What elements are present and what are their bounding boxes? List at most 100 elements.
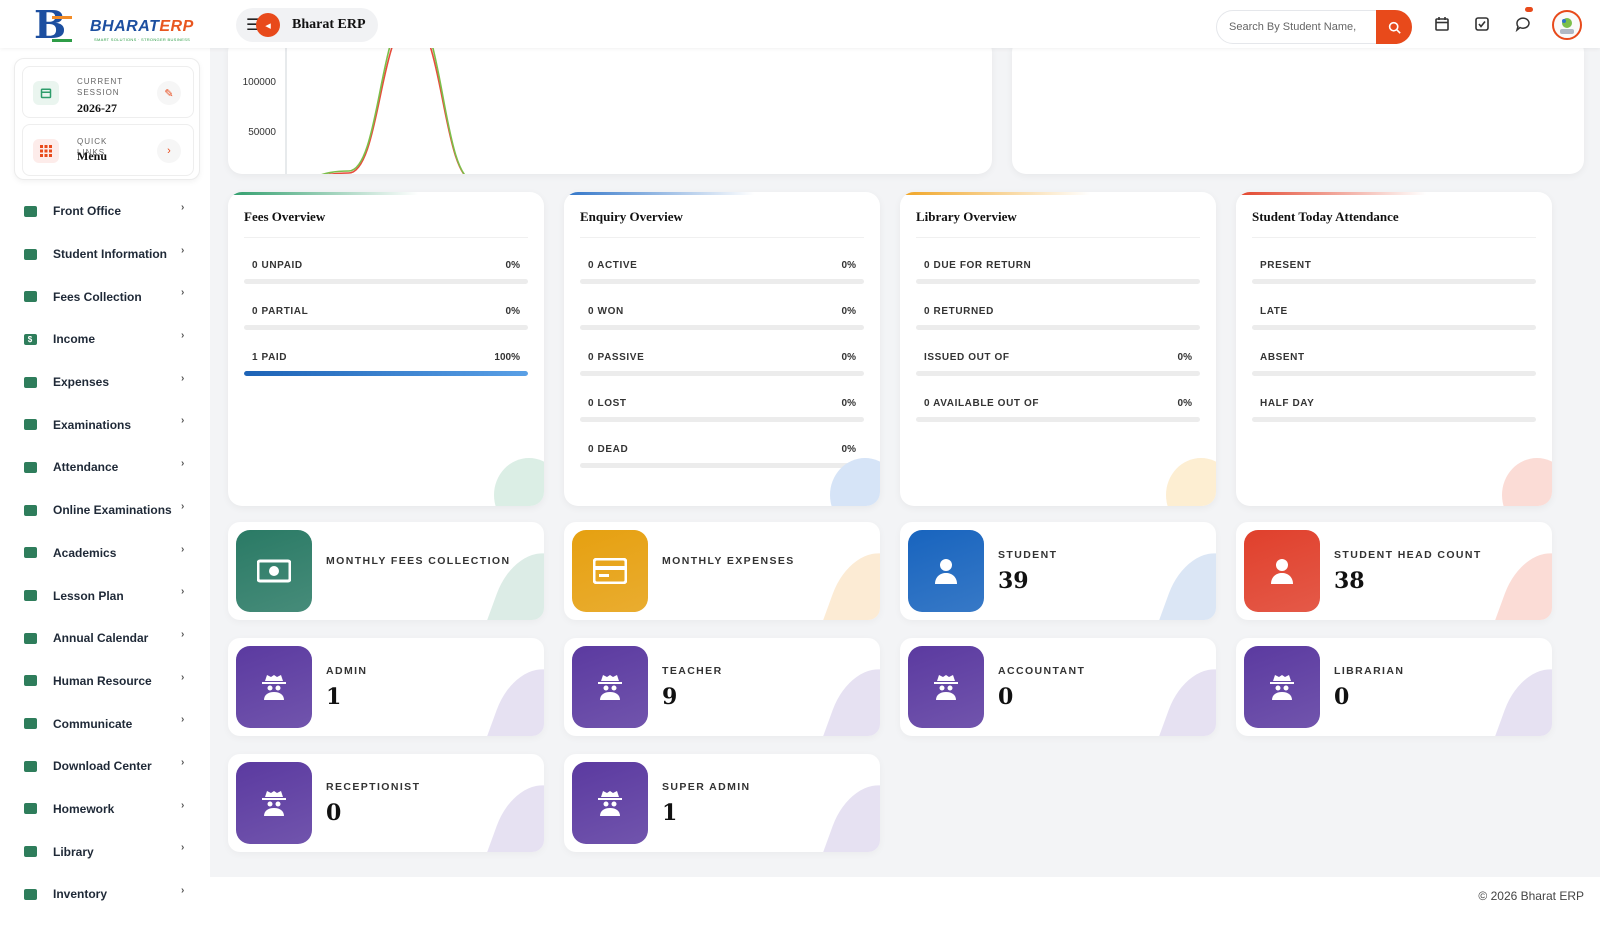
stat-card-receptionist[interactable]: RECEPTIONIST 0 (228, 754, 544, 852)
sidebar-item-expenses[interactable]: Expenses › (0, 361, 210, 404)
fees-line-chart: 050000100000150000AprilMayJuneJulyAugust… (243, 38, 466, 174)
stat-card-monthly-fees-collection[interactable]: MONTHLY FEES COLLECTION (228, 522, 544, 620)
sidebar-item-label: Library (53, 844, 94, 859)
avatar[interactable] (1552, 10, 1582, 40)
overview-row-label: 0 PARTIAL (252, 306, 309, 317)
edit-session-button[interactable]: ✎ (157, 81, 181, 105)
stat-card-admin[interactable]: ADMIN 1 (228, 638, 544, 736)
stat-card-accountant[interactable]: ACCOUNTANT 0 (900, 638, 1216, 736)
sidebar-item-annual-calendar[interactable]: Annual Calendar › (0, 617, 210, 660)
quick-links-value: Menu (77, 149, 107, 163)
sidebar-item-academics[interactable]: Academics › (0, 532, 210, 575)
search-button[interactable] (1376, 10, 1412, 44)
stat-card-librarian[interactable]: LIBRARIAN 0 (1236, 638, 1552, 736)
graduation-cap-icon (22, 545, 38, 561)
sidebar-item-examinations[interactable]: Examinations › (0, 403, 210, 446)
sidebar-item-homework[interactable]: Homework › (0, 788, 210, 831)
overview-row: 0 AVAILABLE OUT OF 0% (916, 398, 1200, 428)
dollar-icon: $ (22, 331, 38, 347)
sidebar-item-communicate[interactable]: Communicate › (0, 702, 210, 745)
search-input[interactable] (1217, 11, 1377, 43)
stat-label: LIBRARIAN (1334, 665, 1405, 677)
sidebar-item-lesson-plan[interactable]: Lesson Plan › (0, 574, 210, 617)
y-tick-label: 100000 (243, 77, 277, 88)
flask-icon (22, 801, 38, 817)
search-icon (1388, 21, 1401, 34)
sidebar-item-label: Income (53, 332, 96, 347)
sidebar-item-download-center[interactable]: Download Center › (0, 745, 210, 788)
current-session-value: 2026-27 (77, 101, 117, 115)
calendar-icon (22, 630, 38, 646)
sidebar-item-inventory[interactable]: Inventory › (0, 873, 210, 916)
book-icon (22, 588, 38, 604)
sidebar-item-income[interactable]: $ Income › (0, 318, 210, 361)
chat-icon[interactable] (1515, 16, 1531, 32)
progress-bar (580, 371, 864, 376)
sidebar-item-online-examinations[interactable]: Online Examinations › (0, 489, 210, 532)
stat-value: 1 (662, 800, 678, 826)
stat-label: MONTHLY EXPENSES (662, 555, 795, 567)
sidebar-item-fees-collection[interactable]: Fees Collection › (0, 275, 210, 318)
money-icon (22, 289, 38, 305)
sidebar: CURRENT SESSION 2026-27 ✎ QUICK LINKS Me… (0, 48, 210, 925)
stat-label: ADMIN (326, 665, 368, 677)
brand-pill[interactable]: ☰ ◂ Bharat ERP (236, 8, 378, 42)
overview-row: 0 RETURNED (916, 306, 1200, 336)
sidebar-item-human-resource[interactable]: Human Resource › (0, 660, 210, 703)
sidebar-item-label: Fees Collection (53, 289, 142, 304)
chevron-right-icon: › (181, 202, 185, 213)
checkbox-icon[interactable] (1474, 16, 1490, 32)
brand-logo[interactable]: B BHARATERP SMART SOLUTIONS · STRONGER B… (34, 2, 194, 47)
overview-row: PRESENT (1252, 260, 1536, 290)
overview-row: HALF DAY (1252, 398, 1536, 428)
decorative-blob (494, 458, 544, 506)
y-tick-label: 50000 (248, 127, 276, 138)
download-icon (22, 758, 38, 774)
spy-icon (908, 646, 984, 728)
sidebar-item-label: Lesson Plan (53, 588, 124, 603)
session-card: CURRENT SESSION 2026-27 ✎ QUICK LINKS Me… (14, 58, 200, 180)
overview-row-percent: 100% (494, 352, 520, 363)
sidebar-item-student-information[interactable]: Student Information › (0, 233, 210, 276)
card-icon (572, 530, 648, 612)
overview-row-percent: 0% (841, 444, 856, 455)
stat-card-monthly-expenses[interactable]: MONTHLY EXPENSES (564, 522, 880, 620)
calendar-icon[interactable] (1434, 16, 1450, 32)
sidebar-item-library[interactable]: Library › (0, 830, 210, 873)
top-bar: B BHARATERP SMART SOLUTIONS · STRONGER B… (0, 0, 1600, 48)
overview-row: 0 DUE FOR RETURN (916, 260, 1200, 290)
chevron-right-icon: › (181, 842, 185, 854)
overview-card-enquiry-overview: Enquiry Overview 0 ACTIVE 0% 0 WON 0% 0 … (564, 192, 880, 506)
chevron-right-icon: › (181, 543, 185, 555)
copyright: © 2026 Bharat ERP (1478, 889, 1584, 903)
stat-card-student[interactable]: STUDENT 39 (900, 522, 1216, 620)
chevron-right-icon: › (181, 244, 185, 256)
stat-value: 39 (998, 568, 1029, 594)
quick-links-button[interactable]: › (157, 139, 181, 163)
overview-row: 0 ACTIVE 0% (580, 260, 864, 290)
chevron-right-icon: › (181, 458, 185, 470)
sidebar-item-label: Student Information (53, 247, 167, 262)
quick-links[interactable]: QUICK LINKS Menu › (22, 124, 194, 176)
chevron-right-icon: › (181, 586, 185, 598)
sidebar-item-front-office[interactable]: Front Office › (0, 190, 210, 233)
progress-bar (1252, 325, 1536, 330)
overview-row: 0 LOST 0% (580, 398, 864, 428)
overview-row-label: 1 PAID (252, 352, 288, 363)
logo-text-accent: ERP (159, 18, 194, 35)
stat-card-super-admin[interactable]: SUPER ADMIN 1 (564, 754, 880, 852)
chevron-right-icon: › (181, 372, 185, 384)
stat-card-student-head-count[interactable]: STUDENT HEAD COUNT 38 (1236, 522, 1552, 620)
current-session[interactable]: CURRENT SESSION 2026-27 ✎ (22, 66, 194, 118)
overview-row-label: LATE (1260, 306, 1288, 317)
progress-bar (580, 279, 864, 284)
sidebar-item-label: Communicate (53, 716, 133, 731)
bullhorn-icon (22, 716, 38, 732)
overview-row: ABSENT (1252, 352, 1536, 382)
overview-row-label: 0 DUE FOR RETURN (924, 260, 1032, 271)
sidebar-item-attendance[interactable]: Attendance › (0, 446, 210, 489)
rss-icon (22, 502, 38, 518)
overview-row-label: 0 WON (588, 306, 624, 317)
chevron-right-icon: › (181, 799, 185, 811)
stat-card-teacher[interactable]: TEACHER 9 (564, 638, 880, 736)
